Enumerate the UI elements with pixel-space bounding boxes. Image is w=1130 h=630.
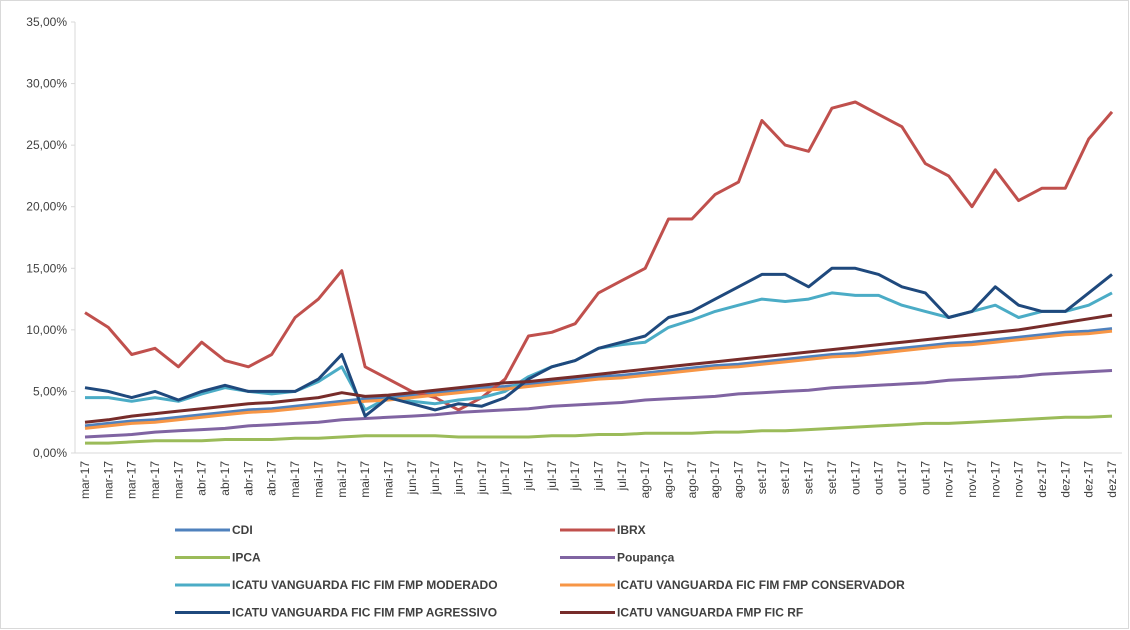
x-tick-label: out-17 (895, 461, 909, 495)
legend-label: ICATU VANGUARDA FIC FIM FMP CONSERVADOR (617, 578, 905, 592)
x-tick-label: set-17 (802, 461, 816, 495)
legend-label: ICATU VANGUARDA FMP FIC RF (617, 606, 803, 620)
x-tick-label: jul-17 (521, 461, 535, 492)
x-tick-label: nov-17 (1012, 461, 1026, 498)
x-tick-label: dez-17 (1035, 461, 1049, 498)
legend-label: IPCA (232, 551, 261, 565)
x-tick-label: mar-17 (125, 461, 139, 499)
x-tick-label: nov-17 (988, 461, 1002, 498)
x-tick-label: jul-17 (545, 461, 559, 492)
y-tick-label: 30,00% (26, 77, 67, 91)
x-tick-label: jul-17 (615, 461, 629, 492)
x-tick-label: set-17 (825, 461, 839, 495)
x-tick-label: mai-17 (358, 461, 372, 498)
x-tick-label: set-17 (755, 461, 769, 495)
legend-label: ICATU VANGUARDA FIC FIM FMP AGRESSIVO (232, 606, 497, 620)
y-tick-label: 5,00% (33, 384, 67, 398)
x-tick-label: ago-17 (732, 461, 746, 499)
x-tick-label: out-17 (848, 461, 862, 495)
series-line (84, 313, 1113, 424)
x-tick-label: mar-17 (78, 461, 92, 499)
x-tick-label: jun-17 (475, 461, 489, 496)
x-tick-label: abr-17 (195, 461, 209, 496)
y-tick-label: 0,00% (33, 446, 67, 460)
x-tick-label: out-17 (872, 461, 886, 495)
x-tick-label: jun-17 (405, 461, 419, 496)
x-tick-label: jul-17 (592, 461, 606, 492)
x-tick-label: ago-17 (685, 461, 699, 499)
x-tick-label: mai-17 (381, 461, 395, 498)
x-tick-label: mai-17 (335, 461, 349, 498)
x-tick-label: jun-17 (498, 461, 512, 496)
y-tick-label: 20,00% (26, 200, 67, 214)
x-tick-label: mai-17 (288, 461, 302, 498)
x-tick-label: out-17 (918, 461, 932, 495)
x-tick-label: jun-17 (428, 461, 442, 496)
legend-label: CDI (232, 523, 253, 537)
series-line (84, 100, 1114, 412)
series-line (84, 329, 1113, 430)
x-tick-label: mar-17 (101, 461, 115, 499)
x-tick-label: abr-17 (265, 461, 279, 496)
series-line (84, 327, 1113, 428)
x-tick-label: nov-17 (942, 461, 956, 498)
x-tick-label: dez-17 (1082, 461, 1096, 498)
x-tick-label: set-17 (778, 461, 792, 495)
x-tick-label: dez-17 (1105, 461, 1119, 498)
x-tick-label: dez-17 (1058, 461, 1072, 498)
x-tick-label: ago-17 (662, 461, 676, 499)
x-tick-label: ago-17 (708, 461, 722, 499)
legend-label: Poupança (617, 551, 675, 565)
x-tick-label: ago-17 (638, 461, 652, 499)
y-tick-label: 10,00% (26, 323, 67, 337)
x-tick-label: jul-17 (568, 461, 582, 492)
y-tick-label: 25,00% (26, 138, 67, 152)
series-line (84, 266, 1113, 418)
x-tick-label: mar-17 (148, 461, 162, 499)
series-line (84, 369, 1113, 439)
legend-label: IBRX (617, 523, 646, 537)
x-tick-label: jun-17 (451, 461, 465, 496)
legend-label: ICATU VANGUARDA FIC FIM FMP MODERADO (232, 578, 498, 592)
x-tick-label: abr-17 (218, 461, 232, 496)
series-line (85, 414, 1113, 445)
x-tick-label: mar-17 (171, 461, 185, 499)
x-tick-label: mai-17 (311, 461, 325, 498)
x-tick-label: abr-17 (241, 461, 255, 496)
x-tick-label: nov-17 (965, 461, 979, 498)
y-tick-label: 15,00% (26, 261, 67, 275)
y-tick-label: 35,00% (26, 15, 67, 29)
